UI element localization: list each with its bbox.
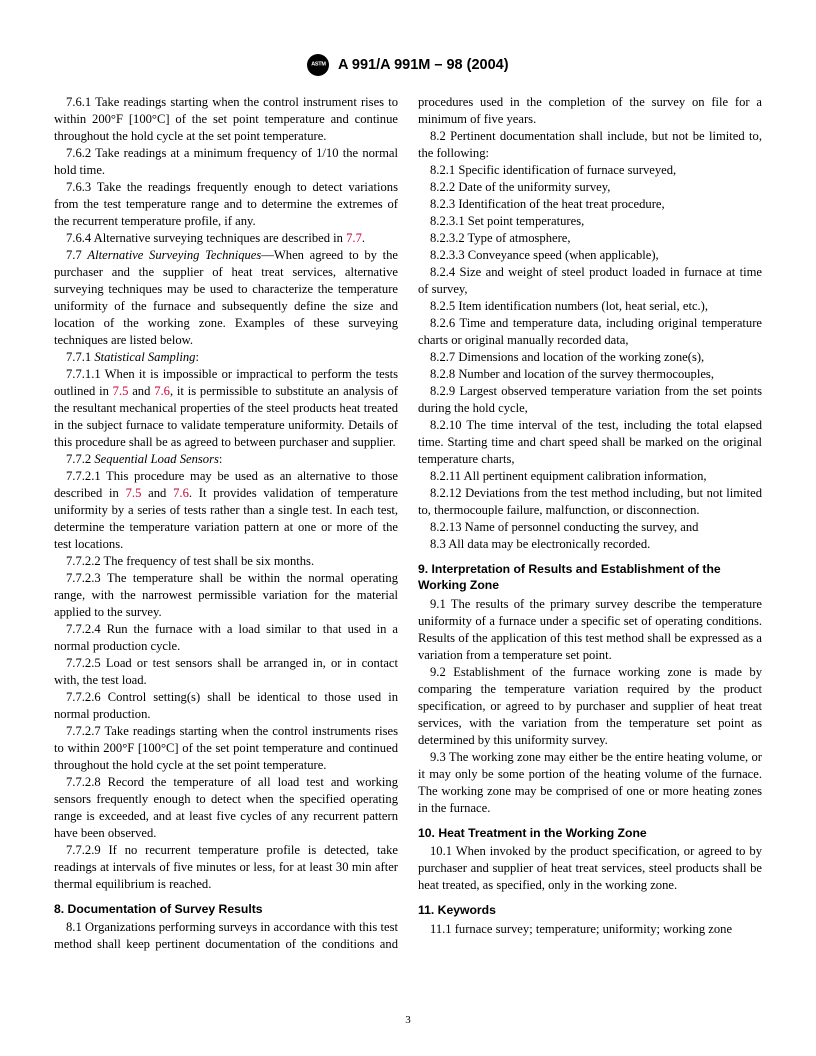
ref-7-6: 7.6 — [154, 384, 170, 398]
para-8-2-9: 8.2.9 Largest observed temperature varia… — [418, 383, 762, 417]
ref-7-5: 7.5 — [113, 384, 129, 398]
ref-7-5b: 7.5 — [126, 486, 142, 500]
para-7-7-2-3: 7.7.2.3 The temperature shall be within … — [54, 570, 398, 621]
para-7-7: 7.7 Alternative Surveying Techniques—Whe… — [54, 247, 398, 349]
heading-10: 10. Heat Treatment in the Working Zone — [418, 825, 762, 841]
page-header: A 991/A 991M – 98 (2004) — [54, 54, 762, 76]
para-8-2-2: 8.2.2 Date of the uniformity survey, — [418, 179, 762, 196]
para-7-7-2: 7.7.2 Sequential Load Sensors: — [54, 451, 398, 468]
para-8-2-8: 8.2.8 Number and location of the survey … — [418, 366, 762, 383]
para-7-7-2-2: 7.7.2.2 The frequency of test shall be s… — [54, 553, 398, 570]
standard-designation: A 991/A 991M – 98 (2004) — [338, 57, 509, 73]
para-8-2-13: 8.2.13 Name of personnel conducting the … — [418, 519, 762, 536]
para-8-2-3: 8.2.3 Identification of the heat treat p… — [418, 196, 762, 213]
para-7-6-4: 7.6.4 Alternative surveying techniques a… — [54, 230, 398, 247]
para-8-2-6: 8.2.6 Time and temperature data, includi… — [418, 315, 762, 349]
para-10-1: 10.1 When invoked by the product specifi… — [418, 843, 762, 894]
para-8-2-1: 8.2.1 Specific identification of furnace… — [418, 162, 762, 179]
para-7-7-1: 7.7.1 Statistical Sampling: — [54, 349, 398, 366]
para-8-2-4: 8.2.4 Size and weight of steel product l… — [418, 264, 762, 298]
para-7-7-2-1: 7.7.2.1 This procedure may be used as an… — [54, 468, 398, 553]
para-7-7-2-7: 7.7.2.7 Take readings starting when the … — [54, 723, 398, 774]
para-7-7-2-9: 7.7.2.9 If no recurrent temperature prof… — [54, 842, 398, 893]
para-9-2: 9.2 Establishment of the furnace working… — [418, 664, 762, 749]
para-8-2: 8.2 Pertinent documentation shall includ… — [418, 128, 762, 162]
document-body: 7.6.1 Take readings starting when the co… — [54, 94, 762, 953]
para-8-2-10: 8.2.10 The time interval of the test, in… — [418, 417, 762, 468]
para-9-1: 9.1 The results of the primary survey de… — [418, 596, 762, 664]
para-8-2-3-1: 8.2.3.1 Set point temperatures, — [418, 213, 762, 230]
para-7-7-2-5: 7.7.2.5 Load or test sensors shall be ar… — [54, 655, 398, 689]
para-9-3: 9.3 The working zone may either be the e… — [418, 749, 762, 817]
heading-9: 9. Interpretation of Results and Establi… — [418, 561, 762, 594]
para-7-7-2-6: 7.7.2.6 Control setting(s) shall be iden… — [54, 689, 398, 723]
astm-logo — [307, 54, 329, 76]
para-7-6-3: 7.6.3 Take the readings frequently enoug… — [54, 179, 398, 230]
para-8-2-5: 8.2.5 Item identification numbers (lot, … — [418, 298, 762, 315]
para-7-6-2: 7.6.2 Take readings at a minimum frequen… — [54, 145, 398, 179]
para-7-6-1: 7.6.1 Take readings starting when the co… — [54, 94, 398, 145]
para-7-7-1-1: 7.7.1.1 When it is impossible or impract… — [54, 366, 398, 451]
ref-7-7: 7.7 — [346, 231, 362, 245]
heading-8: 8. Documentation of Survey Results — [54, 901, 398, 917]
para-8-3: 8.3 All data may be electronically recor… — [418, 536, 762, 553]
para-8-2-11: 8.2.11 All pertinent equipment calibrati… — [418, 468, 762, 485]
ref-7-6b: 7.6 — [173, 486, 189, 500]
para-7-7-2-4: 7.7.2.4 Run the furnace with a load simi… — [54, 621, 398, 655]
para-7-7-2-8: 7.7.2.8 Record the temperature of all lo… — [54, 774, 398, 842]
para-8-2-12: 8.2.12 Deviations from the test method i… — [418, 485, 762, 519]
para-8-2-7: 8.2.7 Dimensions and location of the wor… — [418, 349, 762, 366]
page-number: 3 — [405, 1013, 411, 1028]
para-11-1: 11.1 furnace survey; temperature; unifor… — [418, 921, 762, 938]
para-8-2-3-3: 8.2.3.3 Conveyance speed (when applicabl… — [418, 247, 762, 264]
heading-11: 11. Keywords — [418, 902, 762, 918]
para-8-2-3-2: 8.2.3.2 Type of atmosphere, — [418, 230, 762, 247]
